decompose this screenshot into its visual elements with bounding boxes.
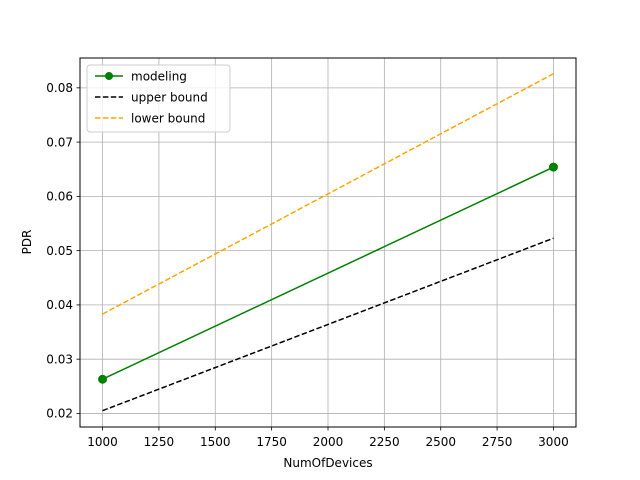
y-tick-label: 0.07 xyxy=(46,135,73,149)
y-tick-label: 0.02 xyxy=(46,407,73,421)
x-axis-ticks: 1000 1250 1500 1750 2000 2250 2500 2750 3000 xyxy=(87,427,569,449)
legend-marker xyxy=(105,72,113,80)
y-axis-ticks: 0.02 0.03 0.04 0.05 0.06 0.07 0.08 xyxy=(46,81,80,421)
legend-label: lower bound xyxy=(131,111,205,125)
y-tick-label: 0.03 xyxy=(46,352,73,366)
x-tick-label: 1500 xyxy=(200,435,231,449)
series-layer xyxy=(98,73,558,412)
x-tick-label: 2000 xyxy=(313,435,344,449)
x-axis-label: NumOfDevices xyxy=(283,456,372,470)
legend-box xyxy=(86,64,231,133)
x-tick-label: 3000 xyxy=(538,435,569,449)
series-line-modeling xyxy=(102,166,554,380)
series-line-upper-bound xyxy=(102,237,554,412)
legend-label: upper bound xyxy=(131,90,208,104)
y-tick-label: 0.06 xyxy=(46,190,73,204)
y-tick-label: 0.04 xyxy=(46,298,73,312)
x-tick-label: 2500 xyxy=(425,435,456,449)
legend: modeling upper bound lower bound xyxy=(86,64,231,133)
y-tick-label: 0.08 xyxy=(46,81,73,95)
legend-label: modeling xyxy=(131,69,187,83)
data-point-modeling xyxy=(548,162,558,172)
y-tick-label: 0.05 xyxy=(46,244,73,258)
x-tick-label: 2250 xyxy=(369,435,400,449)
x-tick-label: 1250 xyxy=(144,435,175,449)
y-axis-label: PDR xyxy=(20,230,34,255)
x-tick-label: 1000 xyxy=(87,435,118,449)
data-point-modeling xyxy=(98,374,108,384)
x-tick-label: 1750 xyxy=(256,435,287,449)
series-line-lower-bound xyxy=(102,73,554,315)
x-tick-label: 2750 xyxy=(482,435,513,449)
